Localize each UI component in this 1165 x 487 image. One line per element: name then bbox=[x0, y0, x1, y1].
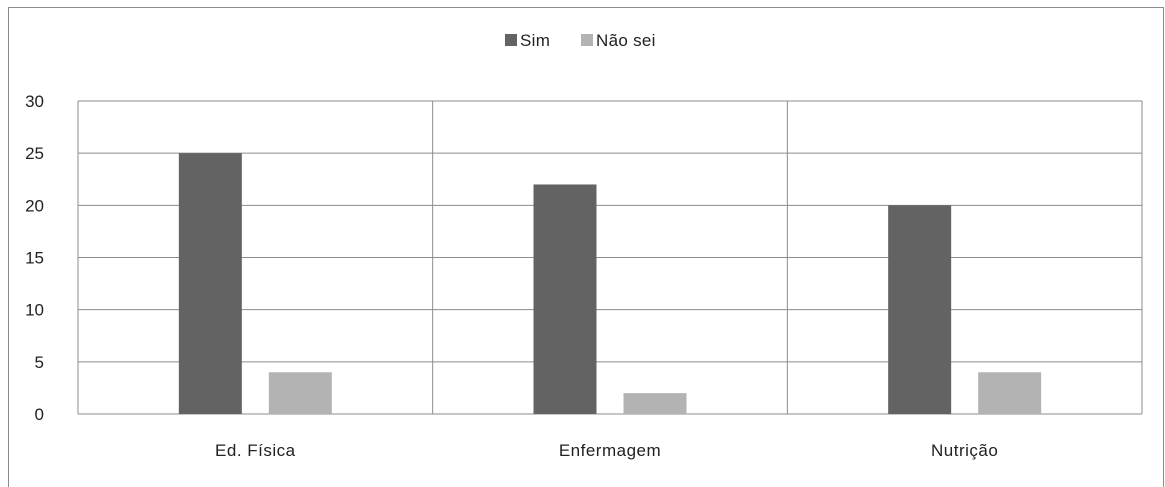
y-tick-label: 15 bbox=[25, 249, 44, 268]
bar-sim-2 bbox=[888, 205, 952, 414]
y-tick-label: 10 bbox=[25, 301, 44, 320]
bar-n-o-sei-1 bbox=[623, 393, 687, 414]
y-tick-label: 5 bbox=[35, 353, 44, 372]
legend-swatch bbox=[581, 34, 593, 46]
x-category-label: Enfermagem bbox=[559, 441, 661, 460]
bar-chart: 0 5 10 15 20 25 30 Ed. Física Enfermagem Nutriçã… bbox=[25, 31, 1143, 460]
legend-label: Não sei bbox=[596, 31, 656, 50]
grid-layer bbox=[77, 100, 1143, 415]
y-tick-label: 30 bbox=[25, 92, 44, 111]
bar-n-o-sei-2 bbox=[978, 372, 1042, 414]
legend: Sim Não sei bbox=[505, 31, 656, 50]
y-tick-label: 25 bbox=[25, 144, 44, 163]
bar-layer bbox=[178, 153, 1042, 414]
chart-frame bbox=[8, 7, 1164, 487]
y-tick-label: 20 bbox=[25, 196, 44, 215]
legend-swatch bbox=[505, 34, 517, 46]
bar-sim-1 bbox=[533, 184, 597, 414]
x-category-label: Ed. Física bbox=[215, 441, 296, 460]
bar-sim-0 bbox=[178, 153, 242, 414]
y-tick-label: 0 bbox=[35, 405, 44, 424]
x-category-label: Nutrição bbox=[931, 441, 998, 460]
y-axis-ticks: 0 5 10 15 20 25 30 bbox=[25, 92, 44, 424]
legend-label: Sim bbox=[520, 31, 550, 50]
bar-n-o-sei-0 bbox=[268, 372, 332, 414]
x-axis-labels: Ed. Física Enfermagem Nutrição bbox=[215, 441, 998, 460]
